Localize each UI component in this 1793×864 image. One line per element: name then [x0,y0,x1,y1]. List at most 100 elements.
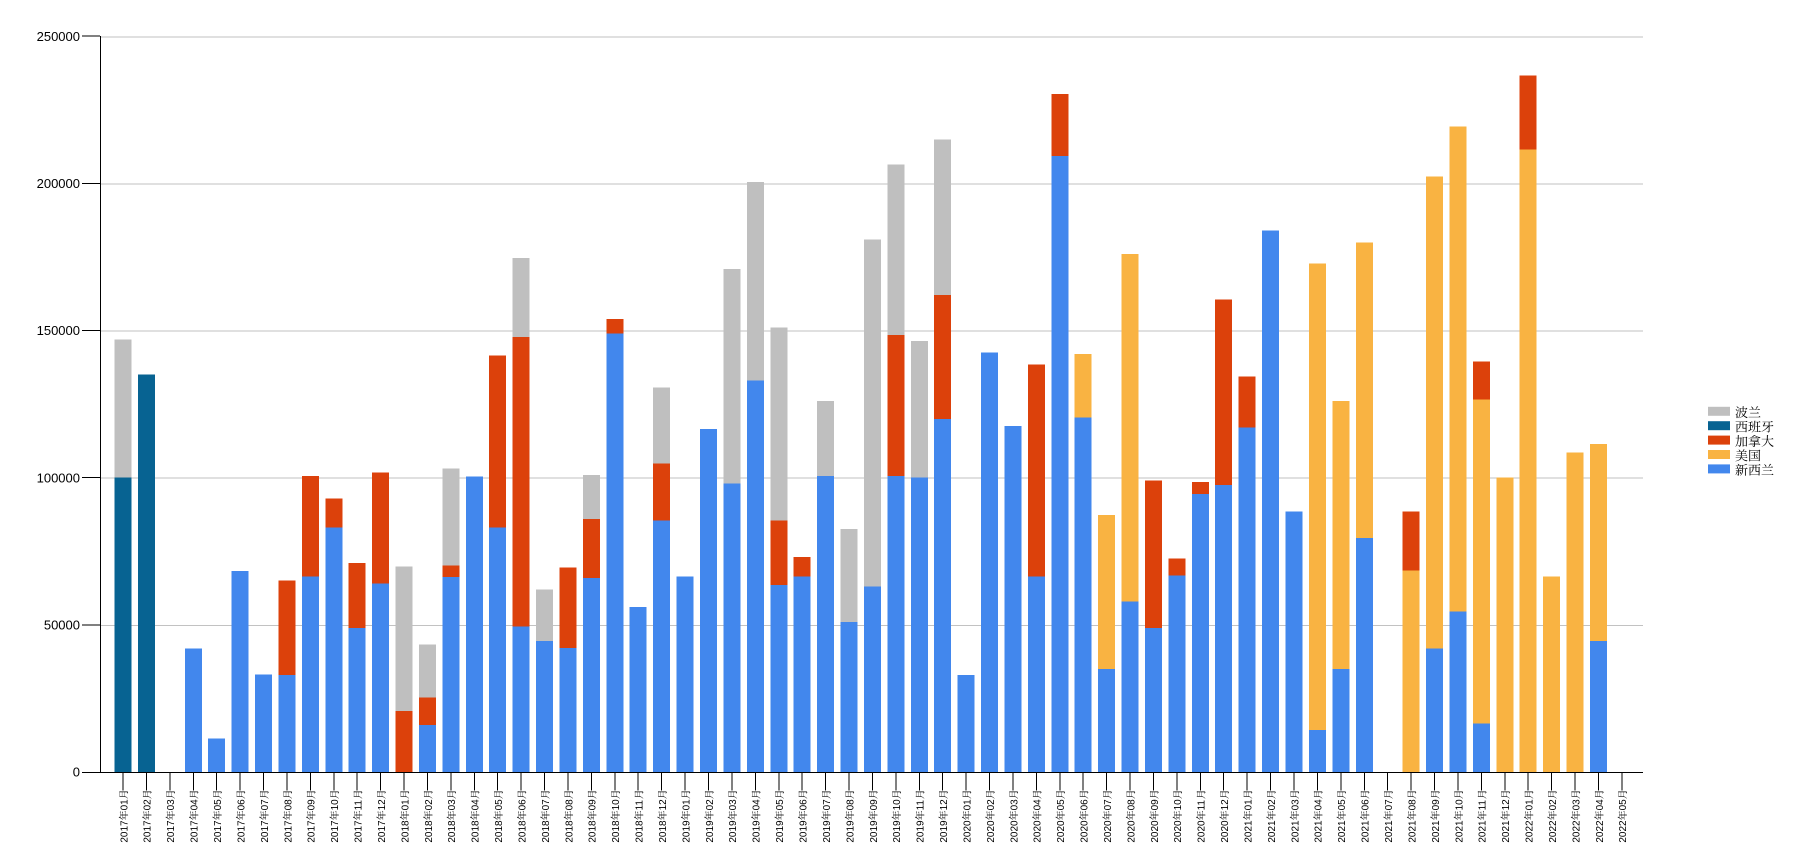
svg-text:10: 10 [1173,799,1184,811]
svg-text:03: 03 [1571,799,1582,811]
svg-text:07: 07 [260,799,271,811]
svg-text:12: 12 [939,799,950,811]
svg-text:03: 03 [728,799,739,811]
svg-text:04: 04 [190,799,201,811]
svg-text:2017: 2017 [377,820,388,843]
svg-text:2019: 2019 [705,820,716,843]
svg-text:2017: 2017 [143,820,154,843]
svg-text:2022: 2022 [1548,820,1559,843]
svg-text:09: 09 [869,799,880,811]
svg-text:2022: 2022 [1571,820,1582,843]
svg-text:09: 09 [588,799,599,811]
svg-text:2018: 2018 [424,820,435,843]
svg-text:2021: 2021 [1267,820,1278,843]
svg-text:2020: 2020 [1009,820,1020,843]
svg-text:2021: 2021 [1454,820,1465,843]
svg-text:09: 09 [307,799,318,811]
svg-text:2020: 2020 [1033,820,1044,843]
svg-text:2018: 2018 [447,820,458,843]
svg-text:2019: 2019 [916,820,927,843]
svg-text:01: 01 [1525,799,1536,811]
svg-text:08: 08 [283,799,294,811]
svg-text:04: 04 [1033,799,1044,811]
svg-text:2020: 2020 [1080,820,1091,843]
svg-text:250000: 250000 [37,29,80,44]
svg-text:2018: 2018 [494,820,505,843]
svg-text:04: 04 [471,799,482,811]
svg-text:03: 03 [166,799,177,811]
svg-text:03: 03 [1009,799,1020,811]
svg-text:2019: 2019 [939,820,950,843]
svg-text:2020: 2020 [986,820,997,843]
svg-text:05: 05 [1337,799,1348,811]
svg-text:2018: 2018 [658,820,669,843]
svg-text:11: 11 [635,800,646,811]
svg-text:05: 05 [1618,799,1629,811]
svg-text:02: 02 [1267,799,1278,811]
svg-text:2021: 2021 [1407,820,1418,843]
svg-text:2017: 2017 [236,820,247,843]
svg-text:2021: 2021 [1478,820,1489,843]
svg-text:2022: 2022 [1525,820,1536,843]
svg-text:2020: 2020 [1103,820,1114,843]
svg-text:2017: 2017 [307,820,318,843]
svg-text:12: 12 [377,799,388,811]
svg-text:11: 11 [916,800,927,811]
svg-text:2018: 2018 [400,820,411,843]
svg-text:2018: 2018 [564,820,575,843]
svg-text:2020: 2020 [1150,820,1161,843]
svg-text:2017: 2017 [354,820,365,843]
svg-text:09: 09 [1150,799,1161,811]
svg-text:01: 01 [400,799,411,811]
svg-text:02: 02 [1548,799,1559,811]
svg-text:2022: 2022 [1595,820,1606,843]
svg-text:2017: 2017 [260,820,271,843]
svg-text:2019: 2019 [752,820,763,843]
svg-text:08: 08 [845,799,856,811]
svg-text:2022: 2022 [1618,820,1629,843]
svg-text:2017: 2017 [213,820,224,843]
svg-text:08: 08 [564,799,575,811]
svg-text:01: 01 [119,799,130,811]
svg-text:100000: 100000 [37,470,80,485]
svg-text:03: 03 [447,799,458,811]
svg-text:2019: 2019 [822,820,833,843]
svg-text:02: 02 [986,799,997,811]
svg-text:01: 01 [962,799,973,811]
svg-text:2018: 2018 [635,820,646,843]
svg-text:2021: 2021 [1384,820,1395,843]
svg-text:06: 06 [1361,799,1372,811]
svg-text:07: 07 [541,799,552,811]
svg-text:04: 04 [752,799,763,811]
svg-text:03: 03 [1290,799,1301,811]
svg-text:04: 04 [1314,799,1325,811]
svg-text:2017: 2017 [283,820,294,843]
svg-text:2020: 2020 [1173,820,1184,843]
svg-text:05: 05 [1056,799,1067,811]
svg-text:2018: 2018 [541,820,552,843]
svg-text:11: 11 [1197,800,1208,811]
svg-text:06: 06 [1080,799,1091,811]
svg-text:11: 11 [1478,800,1489,811]
svg-text:02: 02 [705,799,716,811]
svg-text:2020: 2020 [962,820,973,843]
svg-text:06: 06 [798,799,809,811]
svg-text:2020: 2020 [1220,820,1231,843]
svg-text:12: 12 [658,799,669,811]
svg-text:2021: 2021 [1501,820,1512,843]
svg-text:2018: 2018 [471,820,482,843]
svg-text:08: 08 [1407,799,1418,811]
svg-text:12: 12 [1501,799,1512,811]
svg-text:01: 01 [1243,799,1254,811]
svg-text:2019: 2019 [681,820,692,843]
svg-text:04: 04 [1595,799,1606,811]
svg-text:05: 05 [213,799,224,811]
svg-text:05: 05 [775,799,786,811]
svg-text:2021: 2021 [1290,820,1301,843]
svg-text:2021: 2021 [1361,820,1372,843]
svg-text:50000: 50000 [44,618,80,633]
svg-text:2019: 2019 [798,820,809,843]
svg-text:2017: 2017 [190,820,201,843]
svg-text:07: 07 [822,799,833,811]
svg-text:10: 10 [330,799,341,811]
